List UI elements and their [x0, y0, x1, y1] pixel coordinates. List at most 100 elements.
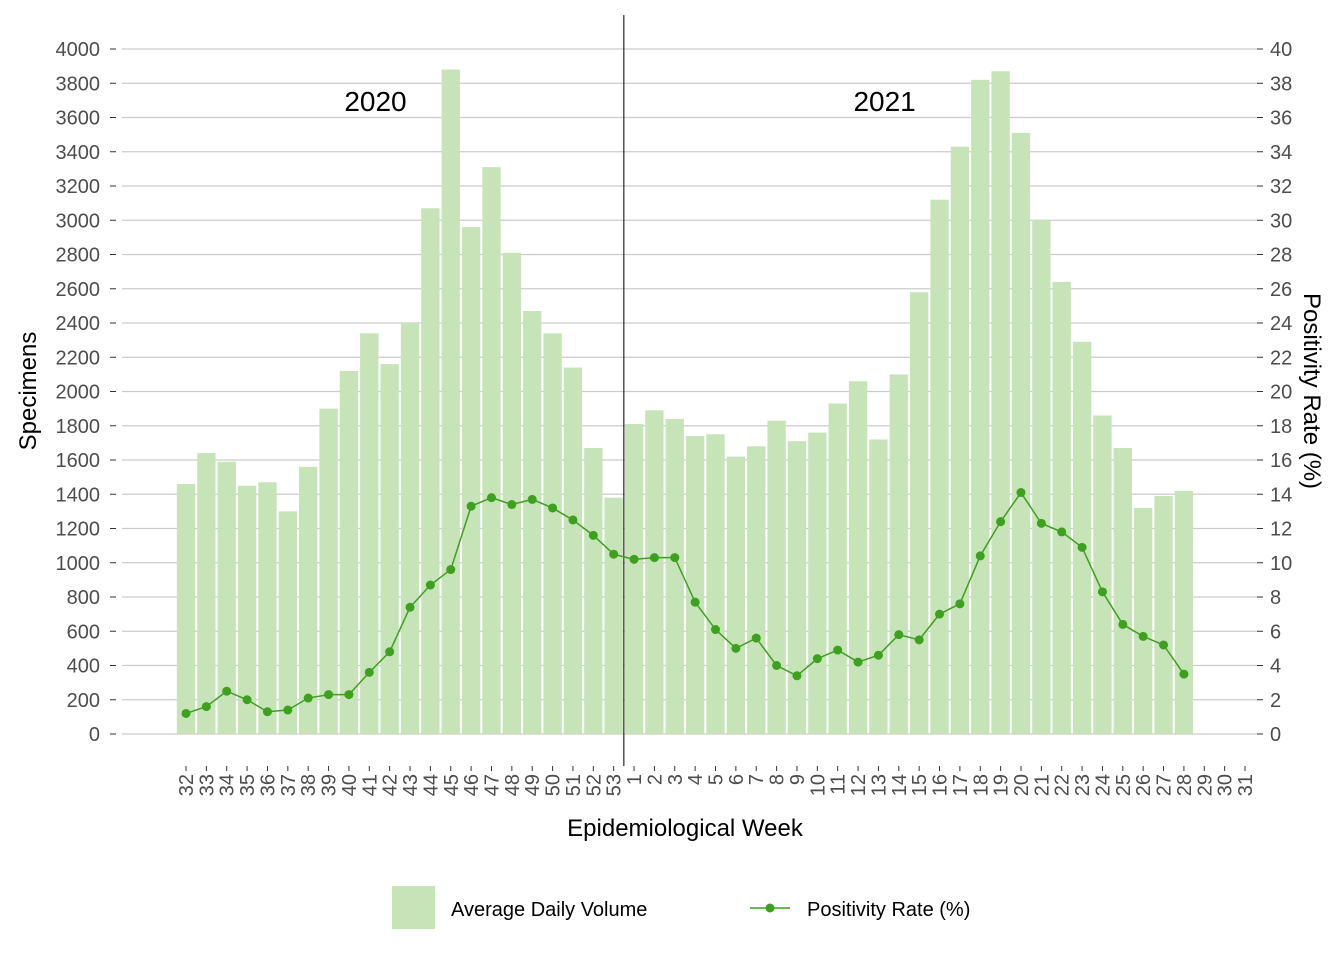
bar-week-26 [1134, 507, 1153, 734]
y-axis-right-title: Positivity Rate (%) [1298, 293, 1325, 489]
x-tick-label: 23 [1072, 774, 1094, 796]
bar-week-50 [543, 333, 562, 734]
y-tick-label: 3400 [56, 142, 101, 164]
positivity-point-week-53 [609, 549, 619, 559]
x-tick-label: 3 [665, 774, 687, 785]
positivity-point-week-39 [324, 690, 334, 700]
y-tick-label: 0 [89, 724, 100, 746]
x-tick-label: 19 [991, 774, 1013, 796]
y-tick-label: 400 [67, 656, 100, 678]
positivity-point-week-1 [629, 554, 639, 564]
positivity-point-week-36 [262, 707, 272, 717]
y2-tick-label: 28 [1270, 245, 1292, 267]
x-tick-label: 35 [237, 774, 259, 796]
x-tick-label: 34 [217, 774, 239, 796]
positivity-point-week-41 [364, 667, 374, 677]
x-tick-label: 22 [1052, 774, 1074, 796]
bar-week-34 [217, 461, 236, 734]
x-tick-label: 32 [176, 774, 198, 796]
x-tick-label: 46 [461, 774, 483, 796]
bar-week-53 [604, 497, 623, 734]
positivity-point-week-22 [1057, 527, 1067, 537]
y-tick-label: 1800 [56, 416, 101, 438]
y-tick-label: 2400 [56, 313, 101, 335]
positivity-point-week-46 [466, 501, 476, 511]
x-tick-label: 37 [278, 774, 300, 796]
bar-week-48 [502, 252, 522, 734]
positivity-point-week-18 [975, 551, 985, 561]
bar-week-4 [685, 436, 705, 734]
x-tick-label: 49 [522, 774, 544, 796]
bar-week-42 [380, 364, 399, 734]
bar-week-27 [1154, 495, 1173, 734]
line-series-positivity-rate [181, 488, 1189, 718]
y-tick-label: 3600 [56, 108, 101, 130]
x-tick-label: 14 [889, 774, 911, 796]
bar-week-25 [1113, 448, 1132, 734]
x-tick-label: 20 [1011, 774, 1033, 796]
x-tick-label: 4 [685, 774, 707, 785]
positivity-point-week-37 [283, 705, 293, 715]
x-tick-label: 7 [746, 774, 768, 785]
y-tick-label: 2800 [56, 245, 101, 267]
y2-tick-label: 32 [1270, 176, 1292, 198]
x-tick-label: 47 [481, 774, 503, 796]
positivity-point-week-38 [303, 693, 313, 703]
y2-tick-label: 18 [1270, 416, 1292, 438]
x-tick-label: 43 [400, 774, 422, 796]
positivity-point-week-32 [181, 708, 191, 718]
bar-week-15 [909, 292, 929, 734]
y2-tick-label: 16 [1270, 450, 1292, 472]
positivity-point-week-21 [1036, 518, 1046, 528]
bar-week-2 [645, 410, 664, 734]
bar-week-24 [1093, 415, 1112, 734]
y2-tick-label: 10 [1270, 553, 1292, 575]
positivity-point-week-51 [568, 515, 578, 525]
bar-week-13 [869, 439, 888, 734]
positivity-point-week-5 [711, 625, 720, 635]
x-tick-label: 8 [767, 774, 789, 785]
y-tick-label: 1400 [56, 484, 101, 506]
y-tick-label: 3200 [56, 176, 101, 198]
x-tick-label: 12 [848, 774, 870, 796]
bar-week-16 [930, 199, 949, 734]
positivity-point-week-19 [996, 517, 1006, 527]
positivity-point-week-48 [507, 500, 517, 510]
bar-week-14 [889, 374, 908, 734]
y-tick-label: 1200 [56, 519, 101, 541]
x-tick-label: 45 [441, 774, 463, 796]
x-tick-label: 10 [807, 774, 829, 796]
y-tick-label: 2200 [56, 347, 101, 369]
bar-week-19 [991, 71, 1010, 734]
bar-week-12 [848, 381, 868, 734]
x-tick-label: 33 [196, 774, 218, 796]
positivity-point-week-20 [1016, 488, 1026, 498]
positivity-point-week-4 [690, 597, 700, 607]
bar-week-43 [400, 323, 420, 734]
bar-week-38 [299, 466, 318, 734]
positivity-point-week-3 [670, 553, 680, 563]
y2-tick-label: 2 [1270, 690, 1281, 712]
y-tick-label: 2600 [56, 279, 101, 301]
y2-tick-label: 36 [1270, 108, 1292, 130]
positivity-point-week-49 [527, 494, 537, 504]
positivity-point-week-10 [812, 654, 822, 664]
y-tick-label: 4000 [56, 39, 101, 61]
x-tick-label: 44 [420, 774, 442, 796]
bar-week-49 [523, 311, 542, 734]
x-tick-label: 25 [1113, 774, 1135, 796]
y-tick-label: 3800 [56, 73, 101, 95]
positivity-point-week-43 [405, 602, 415, 612]
x-tick-label: 30 [1215, 774, 1237, 796]
bar-week-8 [767, 420, 786, 734]
bar-week-3 [665, 418, 684, 734]
bar-week-11 [828, 403, 847, 734]
positivity-point-week-14 [894, 630, 904, 640]
bar-week-20 [1011, 132, 1031, 735]
bar-week-17 [950, 146, 970, 735]
x-tick-label: 53 [604, 774, 626, 796]
x-tick-label: 11 [828, 774, 850, 795]
bar-week-18 [971, 79, 990, 734]
